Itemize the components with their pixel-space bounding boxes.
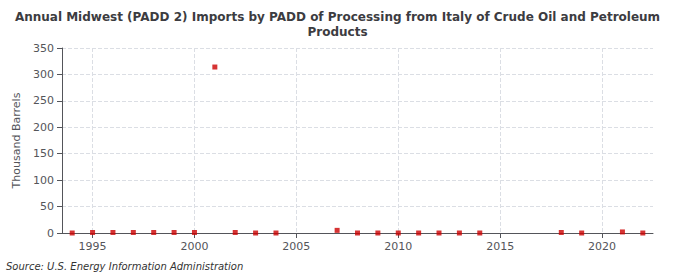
svg-text:2010: 2010: [384, 240, 412, 253]
svg-text:Products: Products: [307, 25, 367, 39]
svg-text:1995: 1995: [79, 240, 107, 253]
svg-text:2000: 2000: [180, 240, 208, 253]
svg-text:300: 300: [33, 68, 54, 81]
svg-text:250: 250: [33, 94, 54, 107]
svg-text:150: 150: [33, 147, 54, 160]
svg-text:0: 0: [47, 227, 54, 240]
svg-text:100: 100: [33, 174, 54, 187]
svg-text:50: 50: [40, 200, 54, 213]
svg-text:Annual Midwest (PADD 2) Import: Annual Midwest (PADD 2) Imports by PADD …: [15, 10, 660, 24]
svg-text:350: 350: [33, 42, 54, 55]
svg-text:2020: 2020: [588, 240, 616, 253]
svg-text:Source: U.S. Energy Informatio: Source: U.S. Energy Information Administ…: [6, 261, 243, 272]
svg-text:2005: 2005: [282, 240, 310, 253]
svg-text:Thousand Barrels: Thousand Barrels: [10, 92, 23, 189]
svg-text:200: 200: [33, 121, 54, 134]
svg-text:2015: 2015: [486, 240, 514, 253]
